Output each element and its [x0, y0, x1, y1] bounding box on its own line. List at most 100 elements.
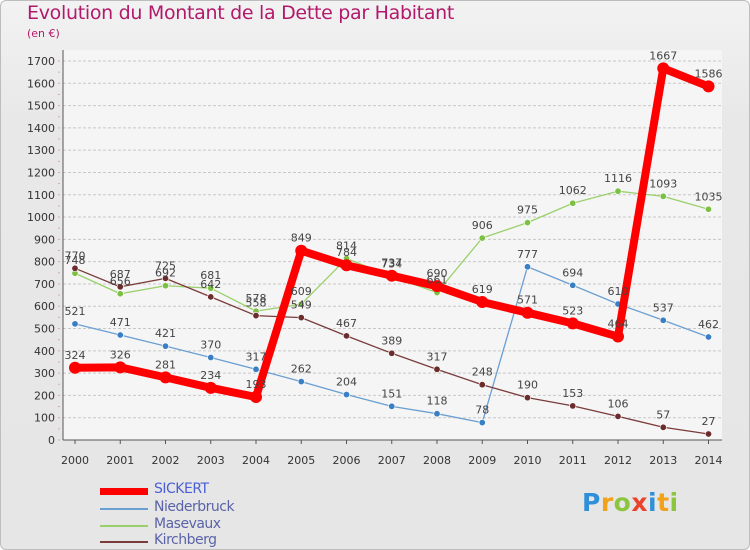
data-label-kirchberg: 57 [656, 408, 670, 421]
x-tick-label: 2005 [287, 454, 315, 467]
y-tick-label: 0 [48, 434, 55, 447]
data-label-kirchberg: 642 [200, 278, 221, 291]
data-point-niederbruck [116, 331, 124, 339]
data-point-sickert [69, 361, 81, 374]
data-point-sickert [250, 390, 262, 403]
y-tick-label: 400 [34, 345, 55, 358]
data-point-niederbruck [388, 402, 396, 410]
data-point-masevaux [162, 282, 170, 290]
data-point-sickert [657, 62, 670, 75]
y-tick-label: 1000 [27, 211, 55, 224]
data-point-sickert [204, 381, 217, 394]
data-label-masevaux: 681 [200, 269, 221, 282]
y-tick-label: 1500 [27, 100, 55, 113]
legend-swatch [100, 541, 148, 543]
data-label-masevaux: 748 [65, 254, 86, 267]
x-tick-label: 2010 [514, 454, 542, 467]
data-label-masevaux: 906 [472, 219, 493, 232]
data-label-niederbruck: 462 [698, 318, 719, 331]
data-label-niederbruck: 262 [291, 363, 312, 376]
data-point-sickert [385, 269, 398, 282]
data-label-sickert: 523 [562, 304, 583, 317]
legend-label: SICKERT [154, 481, 209, 497]
data-label-sickert: 464 [608, 318, 629, 331]
data-point-kirchberg [116, 283, 124, 291]
data-label-sickert: 619 [472, 283, 493, 296]
x-tick-label: 2006 [333, 454, 361, 467]
x-tick-label: 2011 [559, 454, 587, 467]
data-label-kirchberg: 106 [608, 397, 629, 410]
y-tick-label: 800 [34, 256, 55, 269]
y-tick-label: 1300 [27, 144, 55, 157]
y-tick-label: 900 [34, 233, 55, 246]
data-point-niederbruck [252, 365, 260, 373]
x-tick-label: 2002 [152, 454, 180, 467]
data-point-kirchberg [704, 430, 712, 438]
legend-label: Masevaux [154, 516, 221, 532]
data-point-sickert [702, 80, 715, 93]
data-point-masevaux [569, 199, 577, 207]
data-label-niederbruck: 777 [517, 248, 538, 261]
y-tick-label: 1200 [27, 166, 55, 179]
x-tick-label: 2008 [423, 454, 451, 467]
data-point-kirchberg [659, 423, 667, 431]
logo-letter: t [657, 488, 670, 517]
data-label-niederbruck: 151 [381, 387, 402, 400]
data-point-niederbruck [342, 391, 350, 399]
data-label-masevaux: 609 [291, 285, 312, 298]
x-tick-label: 2004 [242, 454, 270, 467]
data-label-sickert: 324 [65, 349, 86, 362]
y-tick-label: 1700 [27, 55, 55, 68]
logo-letter: r [600, 488, 614, 517]
data-point-niederbruck [478, 419, 486, 427]
data-label-masevaux: 814 [336, 240, 357, 253]
y-tick-label: 600 [34, 300, 55, 313]
data-label-kirchberg: 725 [155, 259, 176, 272]
data-label-sickert: 690 [427, 267, 448, 280]
data-label-niederbruck: 471 [110, 316, 131, 329]
data-point-kirchberg [252, 312, 260, 320]
data-label-kirchberg: 317 [427, 350, 448, 363]
data-label-kirchberg: 467 [336, 317, 357, 330]
data-label-niederbruck: 421 [155, 327, 176, 340]
data-label-niederbruck: 537 [653, 301, 674, 314]
y-tick-label: 1400 [27, 122, 55, 135]
data-label-kirchberg: 190 [517, 379, 538, 392]
data-label-niederbruck: 610 [608, 285, 629, 298]
data-label-niederbruck: 317 [246, 350, 267, 363]
y-tick-label: 1600 [27, 77, 55, 90]
y-tick-label: 100 [34, 412, 55, 425]
data-label-niederbruck: 370 [200, 339, 221, 352]
data-label-sickert: 281 [155, 358, 176, 371]
data-point-sickert [476, 295, 489, 308]
data-label-masevaux: 975 [517, 204, 538, 217]
data-label-masevaux: 1035 [695, 190, 723, 203]
data-label-sickert: 326 [110, 348, 131, 361]
x-tick-label: 2007 [378, 454, 406, 467]
data-point-niederbruck [207, 354, 215, 362]
data-point-masevaux [704, 205, 712, 213]
data-label-kirchberg: 687 [110, 268, 131, 281]
x-tick-label: 2009 [468, 454, 496, 467]
data-point-niederbruck [71, 320, 79, 328]
data-point-niederbruck [569, 281, 577, 289]
logo-letter: o [613, 488, 632, 517]
chart-title: Evolution du Montant de la Dette par Hab… [27, 2, 455, 24]
data-label-sickert: 234 [200, 369, 221, 382]
data-point-niederbruck [162, 342, 170, 350]
data-point-kirchberg [614, 412, 622, 420]
data-label-niederbruck: 78 [475, 404, 489, 417]
data-point-sickert [295, 244, 308, 257]
x-tick-label: 2003 [197, 454, 225, 467]
data-point-kirchberg [569, 402, 577, 410]
data-label-kirchberg: 558 [246, 297, 267, 310]
data-label-masevaux: 692 [155, 267, 176, 280]
legend-swatch [100, 487, 148, 495]
data-point-niederbruck [433, 410, 441, 418]
data-point-masevaux [207, 284, 215, 292]
data-point-niederbruck [659, 316, 667, 324]
data-point-masevaux [297, 300, 305, 308]
data-point-masevaux [659, 192, 667, 200]
data-point-niederbruck [297, 378, 305, 386]
data-point-masevaux [523, 219, 531, 227]
